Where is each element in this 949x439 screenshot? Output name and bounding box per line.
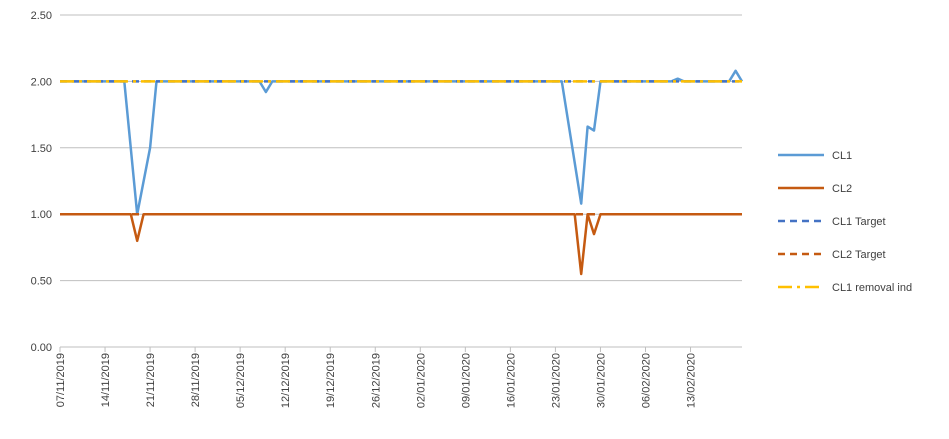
x-tick-label: 13/02/2020 bbox=[686, 353, 698, 408]
x-tick-label: 30/01/2020 bbox=[595, 353, 607, 408]
y-tick-label: 2.50 bbox=[31, 10, 52, 22]
x-tick-label: 09/01/2020 bbox=[460, 353, 472, 408]
x-tick-label: 23/01/2020 bbox=[550, 353, 562, 408]
x-tick-label: 21/11/2019 bbox=[145, 353, 157, 407]
legend: CL1 CL2 CL1 Target CL2 Target CL1 removal in… bbox=[778, 150, 912, 294]
x-tick-label: 28/11/2019 bbox=[190, 353, 202, 407]
x-tick-label: 02/01/2020 bbox=[415, 353, 427, 408]
y-tick-label: 2.00 bbox=[31, 76, 52, 88]
series-line-cl2 bbox=[60, 212, 742, 276]
y-tick-label: 1.00 bbox=[31, 209, 52, 221]
legend-label: CL1 bbox=[832, 150, 852, 162]
x-tick-label: 19/12/2019 bbox=[325, 353, 337, 408]
x-tick-label: 26/12/2019 bbox=[370, 353, 382, 408]
series-group bbox=[60, 69, 744, 276]
x-tick-label: 06/02/2020 bbox=[640, 353, 652, 408]
y-tick-label: 0.00 bbox=[31, 342, 52, 354]
x-tick-label: 12/12/2019 bbox=[280, 353, 292, 408]
legend-label: CL2 bbox=[832, 183, 852, 195]
series-line-cl1 bbox=[60, 69, 744, 216]
x-axis: 07/11/2019 14/11/2019 21/11/2019 28/11/2019… bbox=[55, 346, 742, 408]
x-tick-label: 07/11/2019 bbox=[55, 353, 67, 407]
y-tick-label: 1.50 bbox=[31, 143, 52, 155]
x-tick-label: 05/12/2019 bbox=[235, 353, 247, 408]
legend-label: CL1 Target bbox=[832, 216, 886, 228]
x-tick-label: 14/11/2019 bbox=[100, 353, 112, 407]
legend-label: CL1 removal ind bbox=[832, 282, 912, 294]
grid-lines bbox=[60, 14, 742, 348]
y-tick-label: 0.50 bbox=[31, 276, 52, 288]
legend-label: CL2 Target bbox=[832, 249, 886, 261]
y-axis: 0.00 0.50 1.00 1.50 2.00 2.50 bbox=[31, 10, 52, 354]
x-tick-label: 16/01/2020 bbox=[505, 353, 517, 408]
